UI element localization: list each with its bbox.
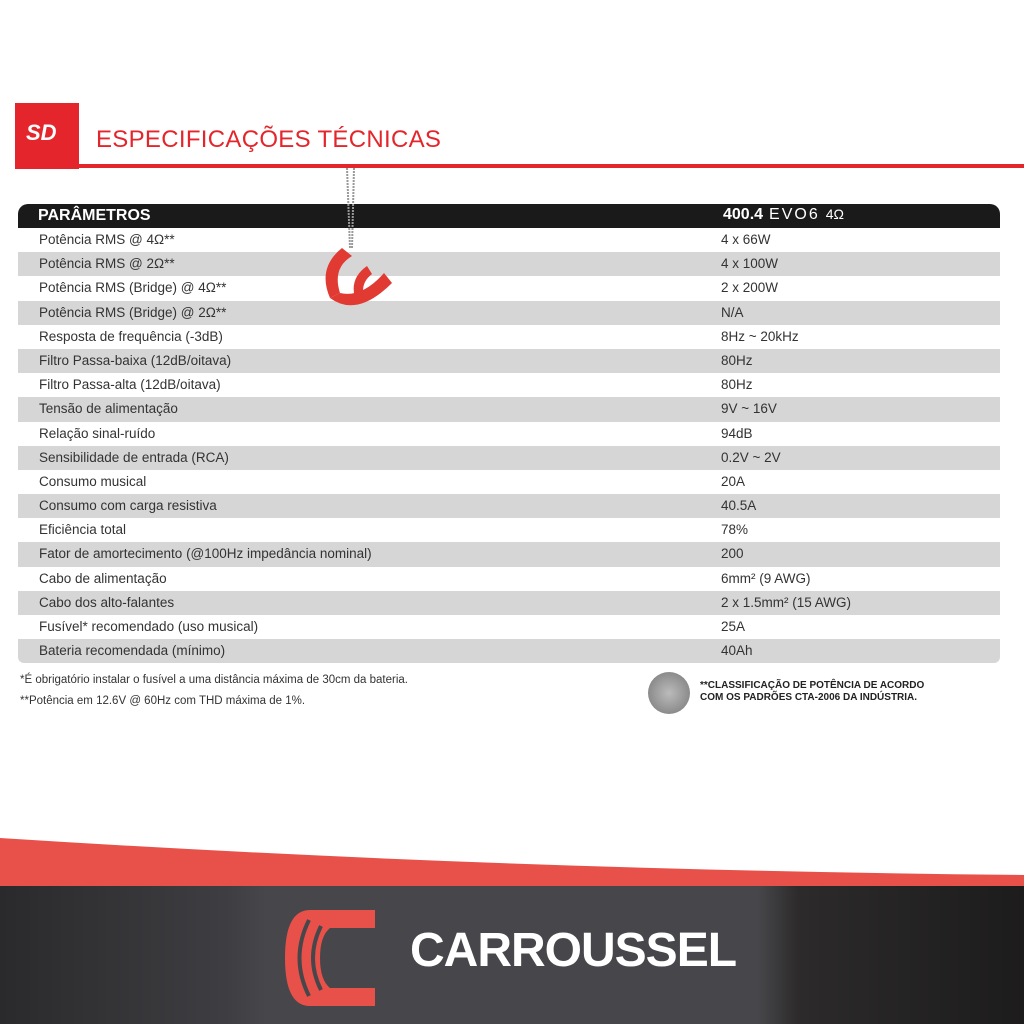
param-value: 2 x 1.5mm² (15 AWG) — [721, 594, 852, 610]
table-row: Potência RMS (Bridge) @ 2Ω** N/A — [18, 300, 1000, 325]
model-number: 400.4 — [723, 206, 764, 223]
param-label: Relação sinal-ruído — [39, 425, 156, 441]
title-divider — [79, 164, 1024, 168]
param-label: Fusível* recomendado (uso musical) — [39, 619, 259, 634]
cta-seal-icon — [648, 672, 690, 714]
param-value: 4 x 66W — [721, 232, 771, 247]
param-value: 40.5A — [721, 498, 757, 514]
param-label: Cabo dos alto-falantes — [39, 594, 175, 610]
param-label: Filtro Passa-baixa (12dB/oitava) — [39, 352, 232, 368]
param-label: Bateria recomendada (mínimo) — [39, 643, 226, 659]
table-row: Potência RMS @ 2Ω** 4 x 100W — [18, 252, 1000, 277]
brand-name: CARROUSSEL — [410, 924, 737, 977]
cta-note-line: **CLASSIFICAÇÃO DE POTÊNCIA DE ACORDO — [700, 680, 925, 691]
param-label: Filtro Passa-alta (12dB/oitava) — [39, 377, 221, 393]
carroussel-logo-icon — [285, 910, 375, 1006]
param-value: 80Hz — [721, 377, 753, 393]
param-value: 78% — [721, 522, 749, 538]
cta-note-line: COM OS PADRÕES CTA-2006 DA INDÚSTRIA. — [700, 692, 918, 703]
param-label: Potência RMS @ 2Ω** — [39, 256, 175, 272]
param-label: Consumo musical — [39, 473, 147, 489]
model-impedance: 4Ω — [825, 206, 844, 222]
param-value: 0.2V ~ 2V — [721, 449, 781, 465]
table-row: Bateria recomendada (mínimo) 40Ah — [18, 639, 1000, 664]
model-header: 400.4 EVO6 4Ω — [723, 206, 844, 224]
table-row: Resposta de frequência (-3dB) 8Hz ~ 20kHz — [18, 324, 1000, 349]
table-row: Eficiência total 78% — [18, 518, 1000, 543]
param-label: Resposta de frequência (-3dB) — [39, 328, 223, 344]
param-value: 80Hz — [721, 352, 753, 368]
model-series: EVO6 — [769, 206, 820, 223]
param-value: 20A — [721, 473, 746, 489]
table-row: Consumo musical 20A — [18, 469, 1000, 495]
table-row: Potência RMS (Bridge) @ 4Ω** 2 x 200W — [18, 276, 1000, 301]
table-row: Filtro Passa-alta (12dB/oitava) 80Hz — [18, 373, 1000, 398]
footnote: *É obrigatório instalar o fusível a uma … — [20, 674, 409, 686]
table-row: Fator de amortecimento (@100Hz impedânci… — [18, 542, 1000, 567]
param-label: Eficiência total — [39, 522, 127, 538]
footer-banner — [0, 886, 1024, 1024]
table-row: Consumo com carga resistiva 40.5A — [18, 494, 1000, 519]
table-row: Cabo dos alto-falantes 2 x 1.5mm² (15 AWG… — [18, 590, 1000, 615]
param-label: Sensibilidade de entrada (RCA) — [39, 449, 229, 465]
footer-red-wave — [0, 838, 1024, 886]
table-row: Potência RMS @ 4Ω** 4 x 66W — [18, 228, 1000, 253]
table-row: Cabo de alimentação 6mm² (9 AWG) — [18, 566, 1000, 591]
table-row: Tensão de alimentação 9V ~ 16V — [18, 397, 1000, 422]
param-label: Consumo com carga resistiva — [39, 498, 217, 514]
param-value: 4 x 100W — [721, 256, 779, 272]
table-row: Fusível* recomendado (uso musical) 25A — [18, 615, 1000, 640]
table-row: Relação sinal-ruído 94dB — [18, 421, 1000, 446]
param-label: Potência RMS (Bridge) @ 2Ω** — [39, 304, 227, 320]
footnotes: *É obrigatório instalar o fusível a uma … — [20, 670, 408, 712]
param-label: Fator de amortecimento (@100Hz impedânci… — [39, 546, 372, 562]
sd-badge: SD — [15, 103, 79, 169]
param-label: Cabo de alimentação — [39, 570, 167, 586]
param-label: Potência RMS @ 4Ω** — [39, 232, 175, 247]
cta-note: **CLASSIFICAÇÃO DE POTÊNCIA DE ACORDO CO… — [700, 680, 1000, 704]
param-value: 200 — [721, 546, 744, 562]
param-header: PARÂMETROS — [38, 207, 151, 224]
param-label: Tensão de alimentação — [39, 401, 178, 417]
param-label: Potência RMS (Bridge) @ 4Ω** — [39, 280, 227, 296]
table-header: PARÂMETROS 400.4 EVO6 4Ω — [18, 204, 1000, 228]
footnote: **Potência em 12.6V @ 60Hz com THD máxim… — [20, 695, 306, 707]
spec-table: PARÂMETROS 400.4 EVO6 4Ω Potência RMS @ 4Ω… — [18, 204, 1000, 664]
param-value: 40Ah — [721, 643, 753, 659]
param-value: 9V ~ 16V — [721, 401, 777, 417]
table-row: Filtro Passa-baixa (12dB/oitava) 80Hz — [18, 348, 1000, 374]
param-value: 25A — [721, 619, 746, 634]
carroussel-pendant-icon — [325, 168, 392, 306]
table-row: Sensibilidade de entrada (RCA) 0.2V ~ 2V — [18, 445, 1000, 470]
page-title: ESPECIFICAÇÕES TÉCNICAS — [96, 126, 442, 153]
param-value: 8Hz ~ 20kHz — [721, 328, 799, 344]
param-value: N/A — [721, 304, 744, 320]
param-value: 6mm² (9 AWG) — [721, 570, 811, 586]
param-value: 2 x 200W — [721, 280, 779, 296]
param-value: 94dB — [721, 425, 753, 441]
